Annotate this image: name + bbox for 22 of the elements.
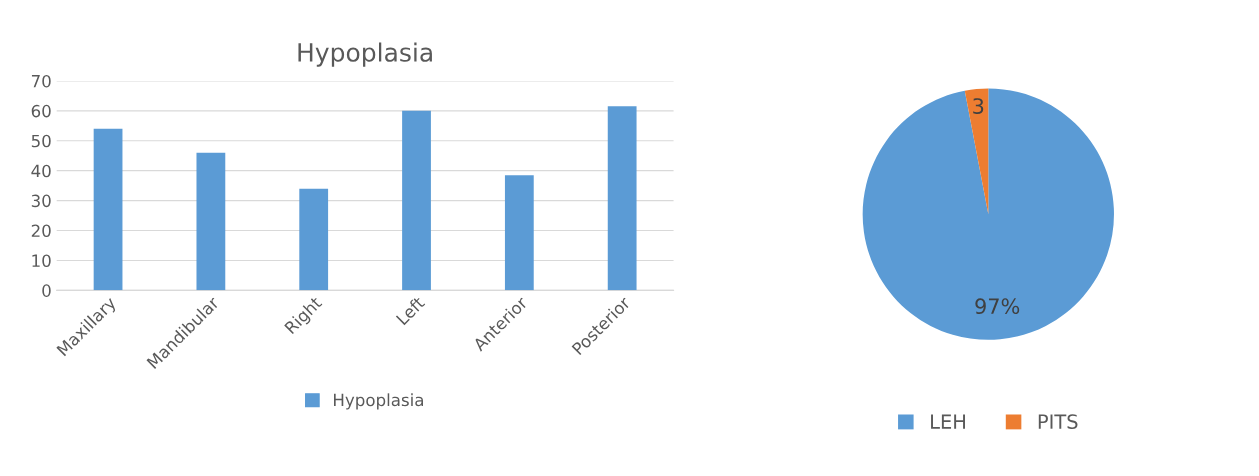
y-tick-label: 0 — [42, 284, 51, 297]
y-tick-label: 50 — [31, 134, 51, 148]
y-tick-label: 40 — [31, 164, 51, 178]
y-tick-label: 20 — [31, 224, 51, 238]
bar — [504, 175, 534, 291]
data-label: 3 — [973, 98, 984, 114]
data-label: 97% — [975, 298, 1020, 315]
y-tick-label: 30 — [31, 194, 51, 208]
legend-label: PITS — [1038, 414, 1078, 429]
bar — [196, 152, 226, 291]
bar — [93, 128, 123, 291]
bar — [299, 188, 329, 291]
y-tick-label: 60 — [31, 104, 51, 118]
x-tick-label: Left — [395, 295, 426, 326]
legend-label: LEH — [931, 414, 965, 429]
bar — [607, 106, 637, 291]
pie-slice — [862, 88, 1114, 340]
y-tick-label: 70 — [31, 74, 51, 88]
y-tick-label: 10 — [32, 254, 51, 268]
bar — [402, 110, 431, 291]
chart-title: Hypoplasia — [298, 42, 432, 67]
legend-label: Hypoplasia — [334, 393, 423, 410]
